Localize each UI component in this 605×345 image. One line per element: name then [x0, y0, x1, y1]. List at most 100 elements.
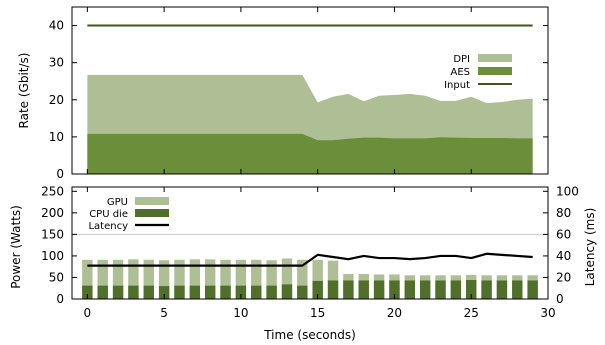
cpu-die-bar — [358, 280, 369, 299]
time-x-tick-label: 25 — [464, 306, 479, 320]
power-bar-layer — [82, 258, 538, 299]
power-y-tick-label: 200 — [41, 206, 64, 220]
gpu-bar — [312, 259, 323, 299]
gpu-bar — [266, 260, 277, 299]
latency-y-ticks: 0 20 40 60 80 100 — [543, 184, 579, 306]
cpu-die-bar — [158, 286, 170, 299]
power-y-tick-label: 100 — [41, 249, 64, 263]
latency-y-tick-label: 100 — [556, 184, 579, 198]
gpu-bar — [327, 260, 339, 299]
latency-y-tick-label: 60 — [556, 227, 571, 241]
cpu-die-bar — [404, 280, 416, 299]
rate-legend-label-input: Input — [444, 80, 470, 91]
cpu-die-bar — [251, 285, 262, 299]
rate-legend-label-aes: AES — [450, 67, 470, 78]
gpu-bar — [97, 259, 108, 299]
power-y-tick-label: 50 — [49, 270, 64, 284]
cpu-die-bar — [189, 285, 201, 299]
time-x-tick-label: 5 — [160, 306, 168, 320]
time-x-ticks: 0 5 10 15 20 25 30 — [84, 187, 556, 320]
cpu-die-bar — [220, 285, 231, 299]
rate-y-axis-label: Rate (Gbit/s) — [17, 53, 31, 129]
power-legend-label-cpu-die: CPU die — [89, 209, 128, 220]
cpu-die-bar — [466, 280, 477, 299]
gpu-bar — [220, 259, 231, 299]
time-x-axis-label: Time (seconds) — [263, 328, 356, 342]
cpu-die-bar — [435, 280, 446, 299]
time-x-tick-label: 30 — [540, 306, 555, 320]
cpu-die-bar — [312, 280, 323, 299]
cpu-die-bar — [82, 285, 93, 299]
cpu-die-bar — [527, 280, 538, 299]
power-y-tick-label: 250 — [41, 184, 64, 198]
cpu-die-bar — [204, 285, 216, 299]
latency-y-tick-label: 80 — [556, 206, 571, 220]
rate-legend: DPI AES Input — [444, 54, 512, 91]
cpu-die-bar — [174, 285, 185, 299]
latency-line — [87, 252, 533, 267]
gpu-bar — [189, 259, 201, 299]
rate-x-ticks — [86, 7, 549, 174]
rate-area-aes — [87, 133, 533, 174]
gpu-bar — [158, 260, 170, 299]
cpu-die-bar — [97, 285, 108, 299]
power-legend-swatch-gpu — [135, 197, 169, 205]
cpu-die-bar — [373, 280, 385, 299]
cpu-die-bar — [128, 285, 139, 299]
latency-y-tick-label: 40 — [556, 249, 571, 263]
gpu-bar — [251, 259, 262, 299]
gpu-bar — [204, 259, 216, 299]
cpu-die-bar — [266, 285, 277, 299]
rate-y-tick-label: 20 — [49, 93, 64, 107]
latency-line-layer — [87, 252, 533, 267]
cpu-die-bar — [481, 280, 492, 299]
power-legend-label-gpu: GPU — [107, 197, 128, 208]
rate-legend-swatch-aes — [478, 67, 512, 75]
latency-y-axis-label: Latency (ms) — [583, 208, 597, 287]
power-plot-frame — [71, 186, 549, 300]
gpu-bar — [112, 259, 124, 299]
cpu-die-bar — [389, 280, 400, 299]
cpu-die-bar — [327, 280, 339, 299]
gpu-bar — [128, 259, 139, 299]
time-x-tick-label: 10 — [233, 306, 248, 320]
rate-legend-swatch-dpi — [478, 54, 512, 62]
rate-legend-label-dpi: DPI — [453, 54, 470, 65]
cpu-die-bar — [112, 285, 124, 299]
time-x-tick-label: 0 — [84, 306, 92, 320]
rate-area-layer — [87, 74, 533, 174]
rate-chart: 0 10 20 30 40 Rate (Gbit/s) DPI AES Input — [17, 6, 549, 181]
cpu-die-bar — [512, 280, 523, 299]
rate-y-tick-label: 30 — [49, 56, 64, 70]
gpu-bar — [235, 259, 247, 299]
rate-y-tick-label: 10 — [49, 130, 64, 144]
rate-plot-frame — [71, 6, 549, 175]
rate-y-ticks: 0 10 20 30 40 — [49, 19, 548, 181]
cpu-die-bar — [496, 280, 508, 299]
power-y-tick-label: 0 — [56, 292, 64, 306]
cpu-die-bar — [297, 285, 308, 299]
cpu-die-bar — [419, 280, 431, 299]
gpu-bar — [281, 258, 293, 299]
power-y-ticks: 0 50 100 150 200 250 — [41, 184, 77, 306]
cpu-die-bar — [143, 285, 154, 299]
rate-y-tick-label: 0 — [56, 167, 64, 181]
power-y-tick-label: 150 — [41, 227, 64, 241]
cpu-die-bar — [281, 284, 293, 299]
cpu-die-bar — [343, 280, 354, 299]
gpu-bar — [143, 259, 154, 299]
time-x-tick-label: 20 — [387, 306, 402, 320]
latency-y-tick-label: 20 — [556, 270, 571, 284]
cpu-die-bar — [450, 280, 462, 299]
rate-y-tick-label: 40 — [49, 19, 64, 33]
gpu-bar — [174, 259, 185, 299]
cpu-die-bar — [235, 285, 247, 299]
power-legend-label-latency: Latency — [88, 221, 128, 232]
gpu-bar — [82, 259, 93, 299]
time-x-tick-label: 15 — [310, 306, 325, 320]
gpu-bar — [297, 259, 308, 299]
latency-y-tick-label: 0 — [556, 292, 564, 306]
power-y-axis-label: Power (Watts) — [9, 205, 23, 289]
